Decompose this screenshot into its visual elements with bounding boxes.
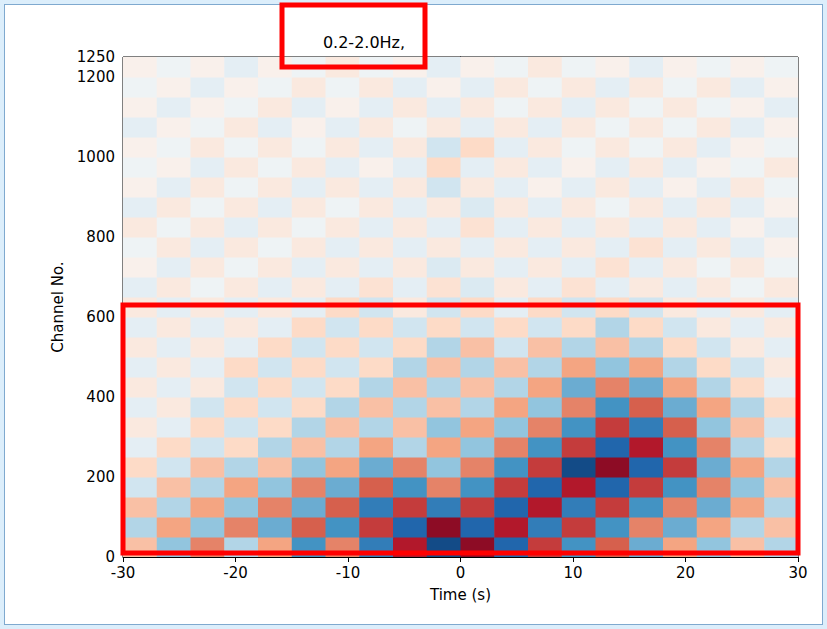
svg-text:Time (s): Time (s) (429, 586, 491, 604)
svg-text:10: 10 (563, 564, 582, 582)
svg-text:Channel No.: Channel No. (49, 261, 67, 352)
svg-text:-30: -30 (111, 564, 136, 582)
svg-text:0: 0 (456, 564, 466, 582)
svg-text:1200: 1200 (77, 68, 115, 86)
svg-text:20: 20 (676, 564, 695, 582)
svg-text:600: 600 (86, 308, 115, 326)
svg-text:-10: -10 (336, 564, 361, 582)
svg-text:400: 400 (86, 388, 115, 406)
svg-text:0: 0 (105, 548, 115, 566)
svg-text:30: 30 (788, 564, 807, 582)
svg-text:0.2-2.0Hz,: 0.2-2.0Hz, (323, 33, 405, 52)
svg-text:1250: 1250 (77, 48, 115, 66)
svg-text:800: 800 (86, 228, 115, 246)
svg-text:1000: 1000 (77, 148, 115, 166)
svg-text:200: 200 (86, 468, 115, 486)
svg-text:-20: -20 (223, 564, 248, 582)
